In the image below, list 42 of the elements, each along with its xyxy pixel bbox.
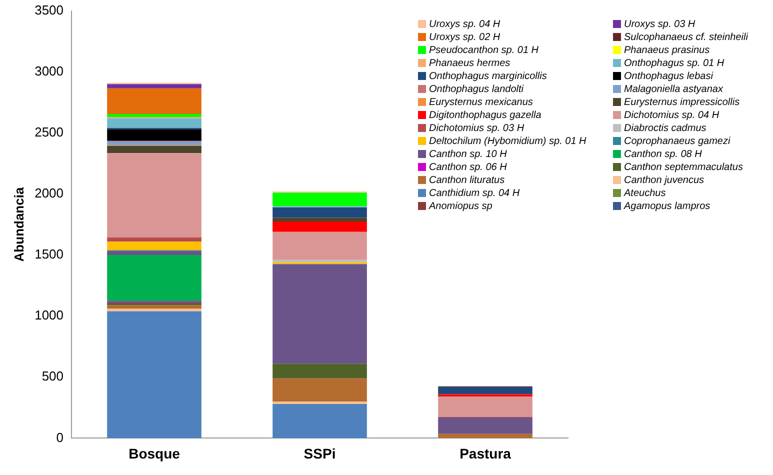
x-tick-label: SSPi: [304, 445, 336, 462]
legend-label: Uroxys sp. 02 H: [429, 32, 501, 43]
legend-label: Coprophanaeus gamezi: [624, 136, 731, 147]
legend-label: Dichotomius sp. 03 H: [429, 122, 525, 134]
legend-label: Canthon septemmaculatus: [624, 162, 743, 173]
legend-label: Dichotomius sp. 04 H: [624, 110, 720, 121]
x-tick-label: Bosque: [128, 445, 180, 462]
legend-label: Canthon lituratus: [429, 174, 505, 186]
legend-label: Onthophagus marginicollis: [429, 70, 547, 82]
legend-label: Agamopus lampros: [623, 200, 710, 212]
legend-label: Eurysternus mexicanus: [429, 96, 533, 108]
legend-label: Canthon sp. 06 H: [429, 162, 508, 173]
legend-label: Sulcophanaeus cf. steinheili: [624, 32, 749, 43]
y-tick-label: 1000: [34, 308, 64, 323]
y-tick-label: 3000: [34, 63, 64, 78]
legend-label: Pseudocanthon sp. 01 H: [429, 44, 540, 56]
legend-label: Eurysternus impressicollis: [624, 96, 740, 108]
legend-label: Onthophagus landolti: [429, 84, 524, 95]
legend-label: Diabroctis cadmus: [624, 122, 706, 134]
legend-label: Canthon juvencus: [624, 174, 704, 186]
legend-label: Canthidium sp. 04 H: [429, 188, 520, 199]
legend-label: Phanaeus prasinus: [624, 44, 710, 56]
legend-label: Canthon sp. 08 H: [624, 148, 703, 160]
legend-label: Deltochilum (Hybomidium) sp. 01 H: [429, 136, 588, 147]
y-tick-label: 1500: [34, 246, 64, 262]
y-tick-label: 500: [42, 368, 64, 384]
y-tick-label: 2500: [34, 124, 64, 140]
y-tick-label: 3500: [34, 2, 64, 18]
legend-label: Onthophagus lebasi: [624, 70, 714, 82]
legend-label: Malagoniella astyanax: [624, 84, 724, 95]
legend-label: Uroxys sp. 03 H: [624, 18, 696, 30]
x-tick-label: Pastura: [460, 445, 512, 462]
legend-label: Anomiopus sp: [428, 200, 493, 212]
legend-label: Digitonthophagus gazella: [429, 110, 542, 121]
legend-label: Canthon sp. 10 H: [429, 148, 508, 160]
legend-label: Onthophagus sp. 01 H: [624, 58, 725, 69]
legend-label: Uroxys sp. 04 H: [429, 18, 501, 30]
y-axis-title: Abundancia: [11, 186, 26, 262]
legend-label: Phanaeus hermes: [429, 58, 510, 69]
y-tick-label: 0: [56, 430, 64, 445]
legend-label: Ateuchus: [623, 188, 666, 199]
y-tick-label: 2000: [34, 186, 64, 201]
